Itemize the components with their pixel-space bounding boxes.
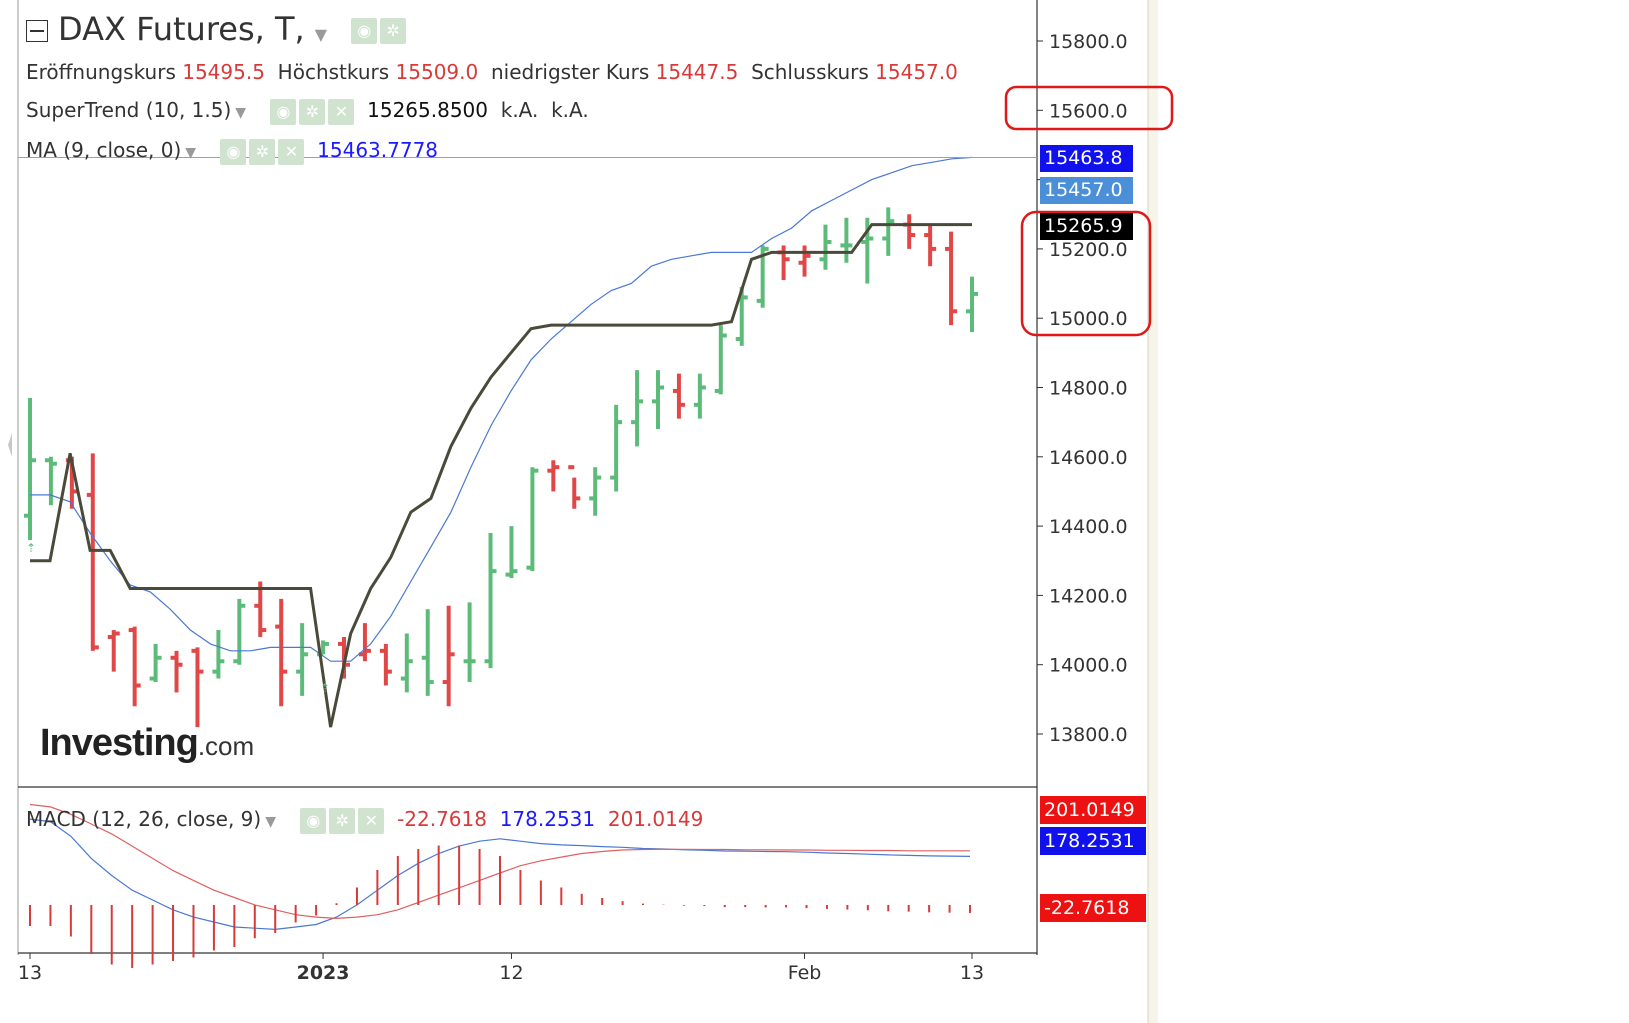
dropdown-icon[interactable]: ▼ [265,814,276,830]
x-tick-label: Feb [788,962,822,984]
x-tick-label: 13 [18,962,42,984]
low-value: 15447.5 [655,60,739,84]
close-icon[interactable]: ✕ [278,138,305,165]
dropdown-icon[interactable]: ▼ [185,145,197,161]
y-tick-label: 14600.0 [1049,447,1128,469]
dropdown-icon[interactable]: ▼ [314,25,328,44]
ma-line [30,156,973,662]
macd-line [29,818,971,931]
y-tick-label: 15000.0 [1049,308,1128,330]
y-tick-label: 14000.0 [1049,655,1128,677]
ma-name: MA (9, close, 0) [26,138,182,162]
y-tick-label: 13800.0 [1049,724,1128,746]
gear-icon[interactable]: ✲ [380,18,407,44]
eye-icon[interactable]: ◉ [300,807,327,834]
close-label: Schlusskurs [751,60,869,84]
macd-line-value: 178.2531 [499,807,596,831]
supertrend-value: 15265.8500 [367,98,489,122]
supertrend-name: SuperTrend (10, 1.5) [26,98,232,122]
high-label: Höchstkurs [277,60,390,84]
y-tick-label: 15200.0 [1049,239,1128,261]
supertrend-buy-arrow-icon: ⇡ [320,681,330,695]
supertrend-legend: SuperTrend (10, 1.5) ▼ ◉ ✲ ✕ 15265.8500 k.A… [26,98,589,125]
ma-price-tag: 15463.8 [1040,145,1133,172]
last-price-tag: 15457.0 [1040,177,1133,204]
logo-suffix: .com [197,731,255,761]
ohlc-row: Eröffnungskurs 15495.5 Höchstkurs 15509.… [26,60,958,84]
x-tick-label: 12 [499,962,523,984]
eye-icon[interactable]: ◉ [220,138,247,165]
macd-hist-tag: -22.7618 [1040,894,1146,922]
macd-hist-value: -22.7618 [397,807,487,831]
dropdown-icon[interactable]: ▼ [235,105,247,121]
high-value: 15509.0 [395,60,479,84]
x-tick-label: 13 [960,962,984,984]
ma-value: 15463.7778 [317,138,439,162]
supertrend-extra1: k.A. [500,98,539,122]
gear-icon[interactable]: ✲ [329,807,356,834]
investing-logo: Investing.com [40,722,254,765]
macd-name: MACD (12, 26, close, 9) [26,807,262,831]
annotation-box-bottom [1020,210,1152,337]
close-icon[interactable]: ✕ [328,98,355,125]
gear-icon[interactable]: ✲ [299,98,326,125]
supertrend-extra2: k.A. [551,98,589,122]
x-tick-label: 2023 [297,962,350,984]
close-icon[interactable]: ✕ [358,807,385,834]
supertrend-buy-arrow-icon: ⇡ [26,541,36,555]
chart-title: DAX Futures, T, [58,10,305,48]
annotation-box-top [1004,85,1174,131]
ma-legend: MA (9, close, 0) ▼ ◉ ✲ ✕ 15463.7778 [26,138,438,165]
open-label: Eröffnungskurs [26,60,176,84]
y-tick-label: 14200.0 [1049,585,1128,607]
low-label: niedrigster Kurs [490,60,650,84]
supertrend-price-tag: 15265.9 [1040,213,1133,240]
collapse-icon[interactable] [26,20,48,42]
eye-icon[interactable]: ◉ [351,18,378,44]
right-edge-strip [1148,0,1158,1023]
logo-brand: Investing [40,722,199,764]
close-value: 15457.0 [875,60,958,84]
supertrend-line [30,223,972,728]
gear-icon[interactable]: ✲ [249,138,276,165]
macd-signal-tag: 201.0149 [1040,796,1146,824]
macd-line-tag: 178.2531 [1040,827,1146,855]
open-value: 15495.5 [182,60,265,84]
y-tick-label: 14800.0 [1049,378,1128,400]
chart-title-row: DAX Futures, T, ▼ ◉ ✲ [26,10,407,48]
y-tick-label: 14400.0 [1049,516,1128,538]
y-tick-label: 15600.0 [1049,100,1128,122]
macd-legend: MACD (12, 26, close, 9) ▼ ◉ ✲ ✕ -22.7618 17… [26,807,703,834]
scroll-handle[interactable] [8,433,12,457]
eye-icon[interactable]: ◉ [270,98,297,125]
macd-signal-value: 201.0149 [607,807,704,831]
y-tick-label: 15800.0 [1049,31,1128,53]
